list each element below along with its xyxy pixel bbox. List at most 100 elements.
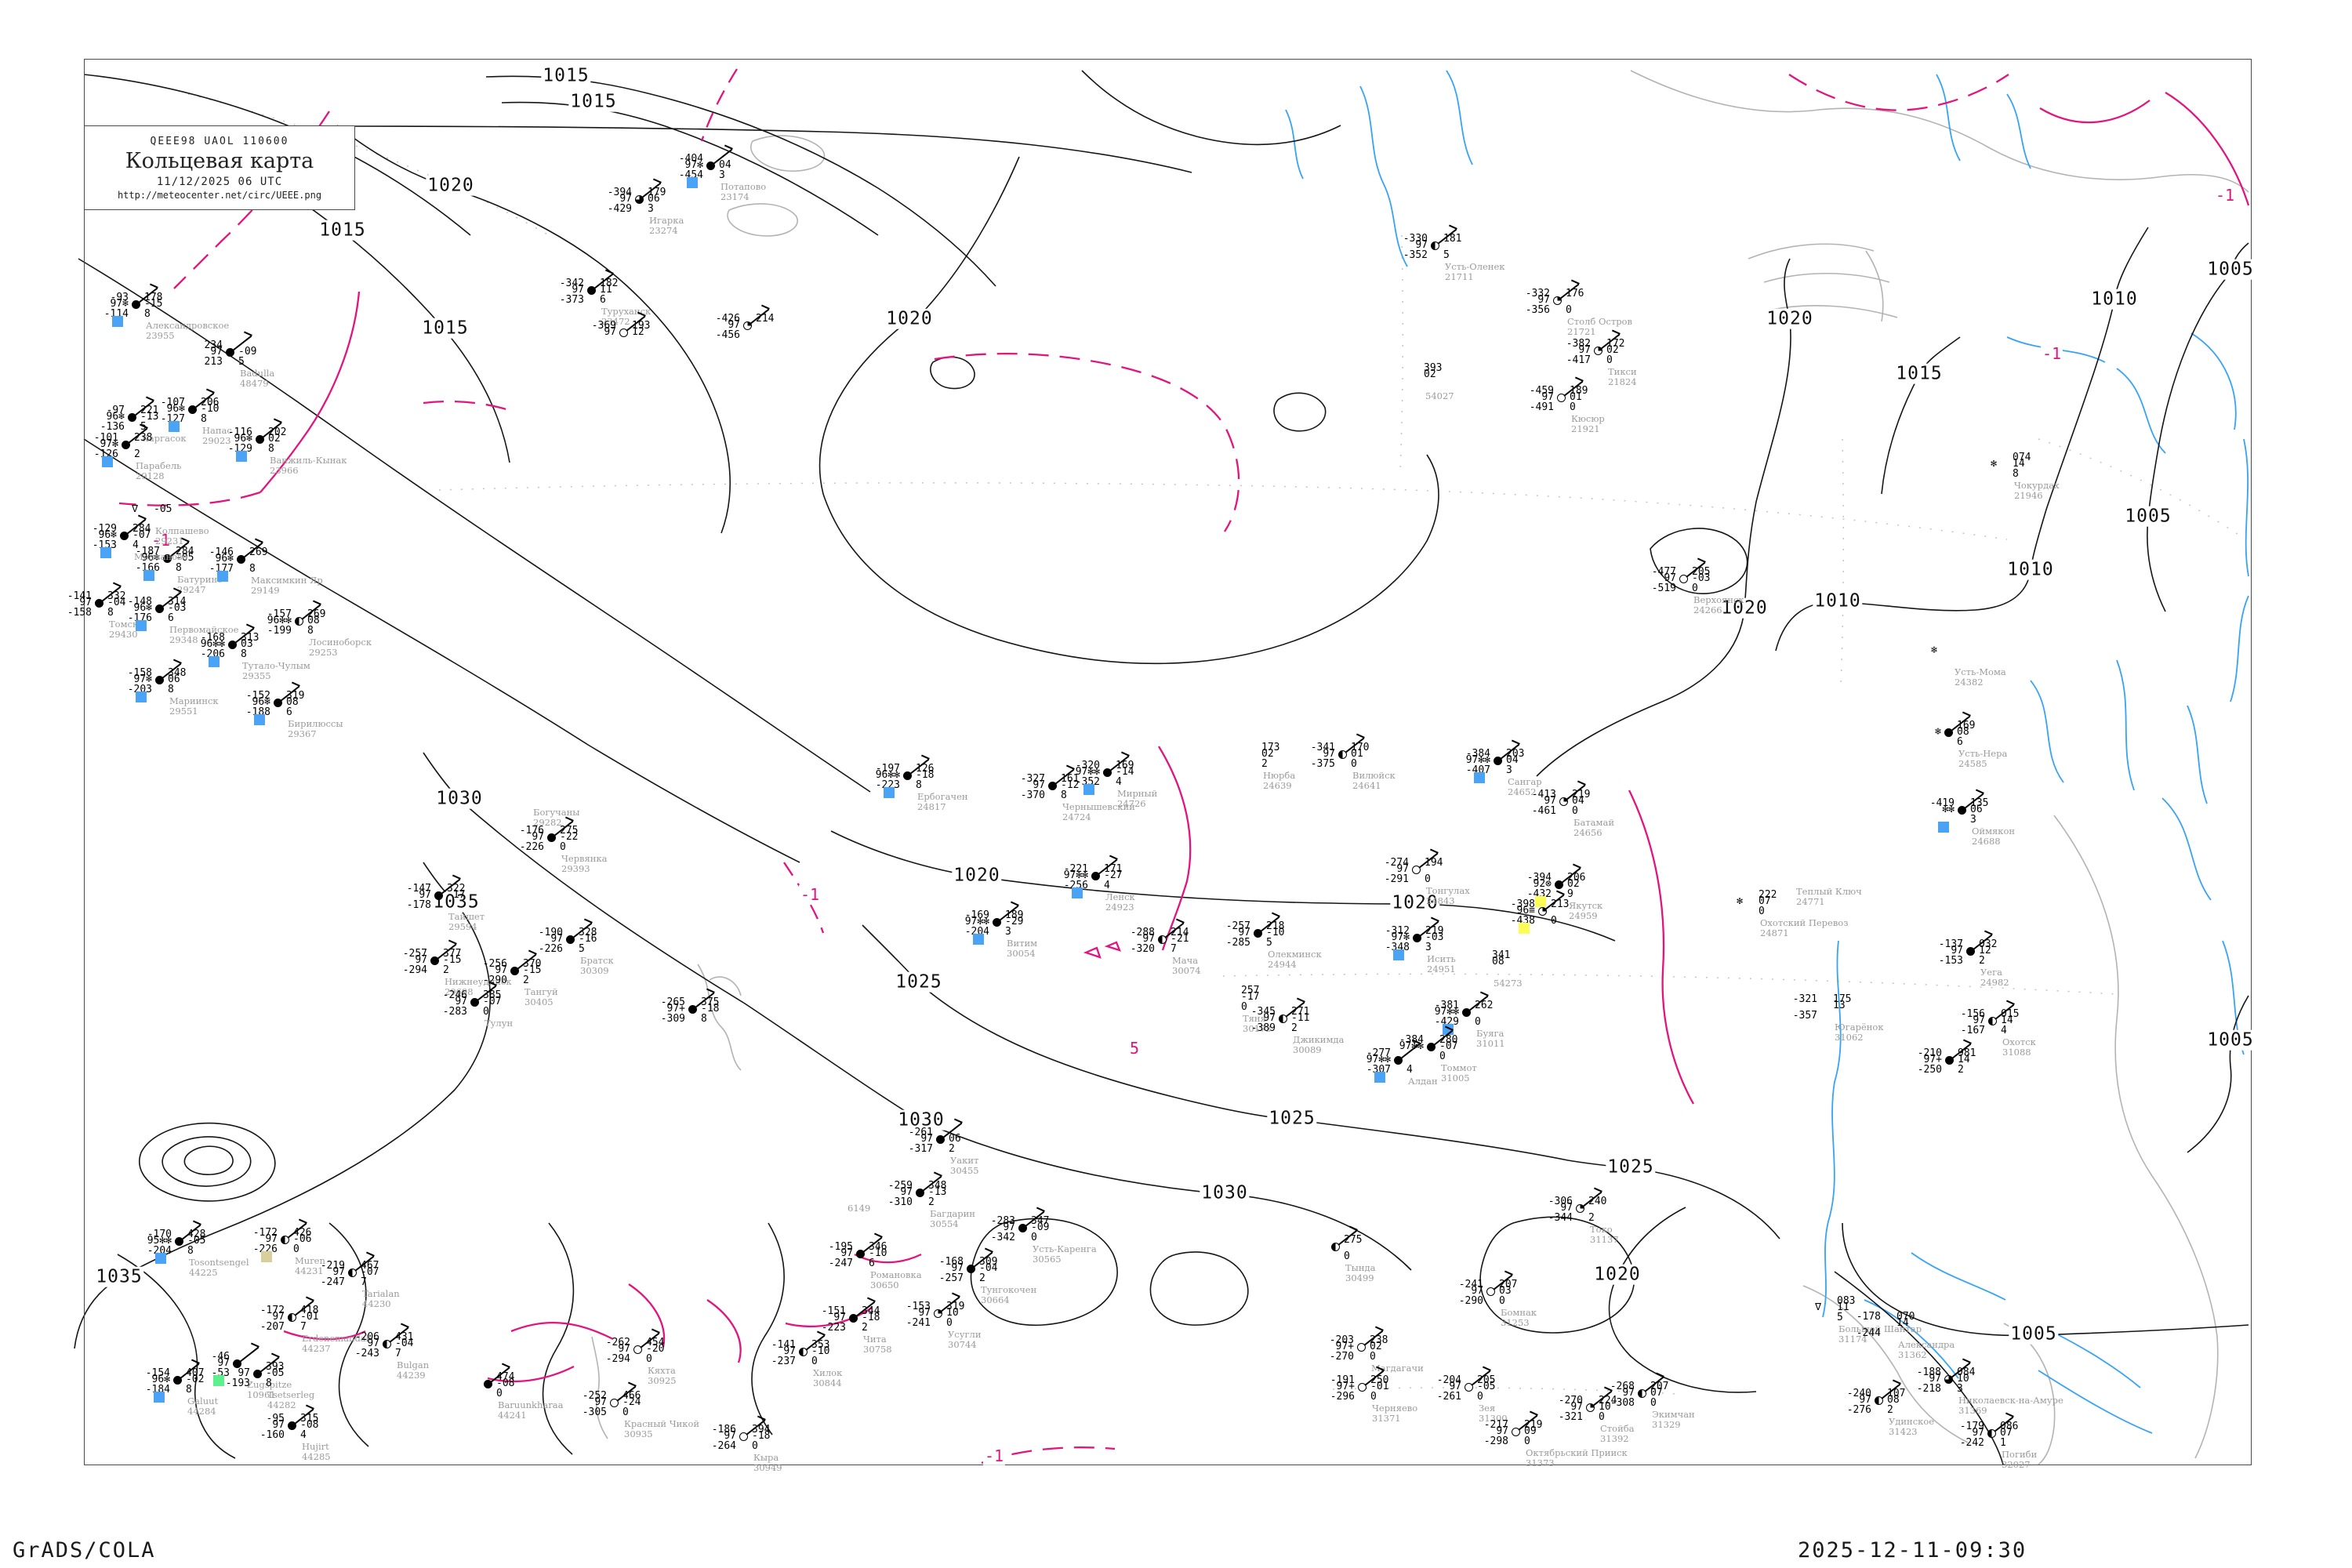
station-weather: 97 [79, 597, 92, 608]
station-dewpoint: -136 [100, 421, 125, 433]
station-name-label: Экимчан 31329 [1652, 1409, 1695, 1430]
station-name-label: Hujirt 44285 [302, 1441, 331, 1462]
station-circle-icon [162, 554, 172, 563]
precipitation-marker-icon [102, 456, 113, 467]
station-tendency: -27 [1104, 869, 1123, 881]
station-name-label: Батамай 24656 [1573, 817, 1614, 838]
station-temperature: -261 [908, 1127, 933, 1138]
isobar-label: 1015 [541, 65, 591, 86]
station-cloud: 7 [361, 1276, 367, 1288]
station-temperature: -154 [145, 1367, 170, 1379]
station-name-label: Якутск 24959 [1569, 900, 1603, 921]
station-name-label: Багдарин 30554 [930, 1208, 975, 1229]
station-cloud: 2 [1291, 1022, 1298, 1034]
station-circle-icon [1537, 906, 1547, 916]
station-weather: 96✻✻ [267, 615, 292, 626]
station-name-label: 54273 [1494, 978, 1523, 989]
station-tendency: 08 [1957, 726, 1969, 738]
station-weather: 97+ [1923, 1054, 1942, 1065]
station-temperature: -221 [1063, 863, 1088, 875]
station-weather: 97 [1664, 572, 1676, 584]
station-pressure: 222 [1759, 889, 1777, 901]
station-name-label: Уакит 30455 [950, 1155, 979, 1176]
station-cloud: 0 [1572, 805, 1578, 817]
station-name-label: Хилок 30844 [813, 1367, 843, 1388]
front-contour-label: -1 [149, 530, 172, 550]
station-circle-icon [1253, 928, 1262, 938]
station-temperature: -191 [1330, 1374, 1355, 1386]
station-circle-icon [154, 604, 164, 613]
station-cloud: 0 [1425, 873, 1431, 885]
station-cloud: 0 [1477, 1391, 1483, 1403]
station-tendency: 02 [268, 433, 281, 445]
station-circle-icon [1430, 241, 1439, 250]
station-weather: 97 [1415, 239, 1428, 251]
station-temperature: -153 [906, 1301, 931, 1312]
station-cloud: 8 [2013, 468, 2019, 480]
station-weather: 97 [1972, 1427, 1984, 1439]
station-tendency: 06 [168, 673, 180, 685]
station-name-label: Токо 31137 [1590, 1224, 1619, 1245]
station-dewpoint: -158 [67, 607, 92, 619]
isobar-label: 1005 [2205, 259, 2256, 280]
station-cloud: 0 [483, 1006, 489, 1018]
station-dewpoint: -417 [1566, 354, 1591, 366]
station-name-label: Оймякон 24688 [1972, 826, 2016, 847]
station-circle-icon [1965, 946, 1975, 956]
station-name-label: Черняево 31371 [1372, 1403, 1418, 1424]
station-temperature: -204 [1436, 1374, 1461, 1386]
station-circle-icon [1330, 1242, 1340, 1251]
station-temperature: -259 [887, 1180, 913, 1192]
station-name-label: Тулун [485, 1018, 514, 1029]
station-cloud: 4 [2001, 1025, 2007, 1036]
station-temperature: -141 [771, 1339, 796, 1351]
station-dewpoint: -207 [260, 1321, 285, 1333]
station-cloud: 8 [266, 1377, 272, 1389]
station-cloud: 2 [1261, 758, 1268, 770]
station-cloud: 0 [1241, 1001, 1247, 1013]
isobar-label: 1010 [1813, 590, 1863, 612]
station-weather: 97 [367, 1338, 379, 1349]
station-weather: 97 [1471, 1285, 1483, 1297]
station-tendency: 07 [2000, 1427, 2013, 1439]
station-tendency: -07 [1439, 1040, 1458, 1052]
precipitation-marker-icon [155, 1253, 166, 1264]
station-cloud: 0 [1031, 1232, 1037, 1243]
station-dewpoint: -305 [582, 1406, 607, 1418]
station-tendency: -07 [483, 996, 502, 1007]
station-weather: 97 [272, 1311, 285, 1323]
station-circle-icon [706, 161, 715, 170]
station-temperature: -268 [1610, 1381, 1635, 1392]
station-weather: 96❄ [215, 553, 234, 564]
precipitation-marker-icon [973, 934, 984, 945]
station-tendency: -18 [862, 1312, 880, 1323]
station-circle-icon [187, 405, 197, 414]
station-tendency: 06 [1970, 804, 1983, 815]
station-temperature: -197 [875, 763, 900, 775]
station-temperature: -369 [591, 320, 616, 332]
station-weather: 97✻✻ [1075, 766, 1100, 778]
station-cloud: 9 [1567, 888, 1573, 900]
station-cloud: 3 [1506, 764, 1512, 776]
station-pressure: 393 [1424, 362, 1443, 374]
station-name-label: Бирилюссы 29367 [288, 718, 343, 739]
station-cloud: 2 [1887, 1404, 1893, 1416]
station-cloud: 2 [862, 1322, 868, 1334]
station-cloud: 8 [107, 607, 114, 619]
isobar-label: 1020 [952, 865, 1002, 886]
station-tendency: -18 [752, 1430, 771, 1442]
station-weather: 97 [1951, 945, 1963, 956]
station-weather: 96✻✻ [875, 769, 900, 781]
station-circle-icon [855, 1249, 865, 1258]
station-circle-icon [1944, 1374, 1953, 1384]
station-weather: 97 [1541, 391, 1554, 403]
station-weather: 97 [594, 1396, 607, 1408]
station-cloud: 0 [1344, 1250, 1350, 1262]
station-name-label: Колпашево 29231 [155, 525, 209, 546]
station-weather: 96❄ [141, 552, 160, 564]
station-circle-icon [1493, 756, 1502, 765]
station-temperature: -394 [1526, 872, 1552, 884]
station-circle-icon [1091, 871, 1100, 880]
station-circle-icon [1356, 1342, 1366, 1352]
station-circle-icon [586, 285, 596, 295]
